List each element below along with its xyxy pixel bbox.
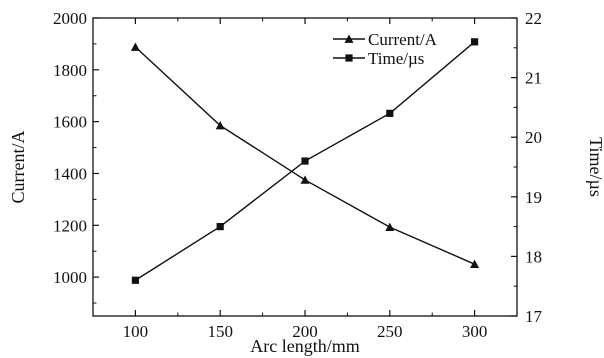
series-markers [130, 38, 480, 284]
legend-label-1: Time/µs [368, 49, 424, 68]
y-right-tick-label: 17 [525, 307, 543, 326]
y-axis-right-title: Time/µs [586, 137, 604, 197]
y-right-tick-label: 20 [525, 128, 542, 147]
x-tick-label: 300 [462, 322, 488, 341]
x-tick-label: 100 [123, 322, 149, 341]
x-axis-title: Arc length/mm [250, 336, 359, 356]
x-tick-label: 200 [292, 322, 318, 341]
y-left-tick-label: 1000 [53, 268, 87, 287]
y-right-tick-label: 18 [525, 247, 542, 266]
series-0-point [385, 222, 395, 231]
y-left-tick-label: 2000 [53, 9, 87, 28]
series-0-point [215, 121, 225, 130]
legend-label-0: Current/A [368, 30, 438, 49]
series-1-point [216, 223, 224, 231]
series-line-0 [134, 46, 475, 265]
series-0-point [130, 42, 140, 51]
series-0-point [470, 259, 480, 268]
y-left-tick-label: 1800 [53, 61, 87, 80]
series-0-point [300, 175, 310, 184]
y-left-tick-label: 1400 [53, 164, 87, 183]
axis-ticks [92, 17, 518, 317]
y-right-tick-label: 21 [525, 69, 542, 88]
y-right-tick-label: 22 [525, 9, 542, 28]
axis-tick-labels: 100 150 200 250 300 1000 1200 1400 1600 1800 2000 1… [53, 9, 543, 341]
series-1-point [301, 157, 309, 165]
series-1-point [471, 38, 479, 46]
legend-marker-0 [344, 34, 354, 43]
y-left-tick-label: 1200 [53, 216, 87, 235]
x-tick-label: 150 [207, 322, 233, 341]
plot-frame [92, 17, 518, 317]
x-tick-label: 250 [377, 322, 403, 341]
y-left-tick-label: 1600 [53, 113, 87, 132]
series-1-point [386, 109, 394, 117]
legend-marker-1 [345, 54, 353, 62]
y-axis-left-title: Current/A [8, 131, 28, 204]
series-1-point [131, 276, 139, 284]
y-right-tick-label: 19 [525, 188, 542, 207]
